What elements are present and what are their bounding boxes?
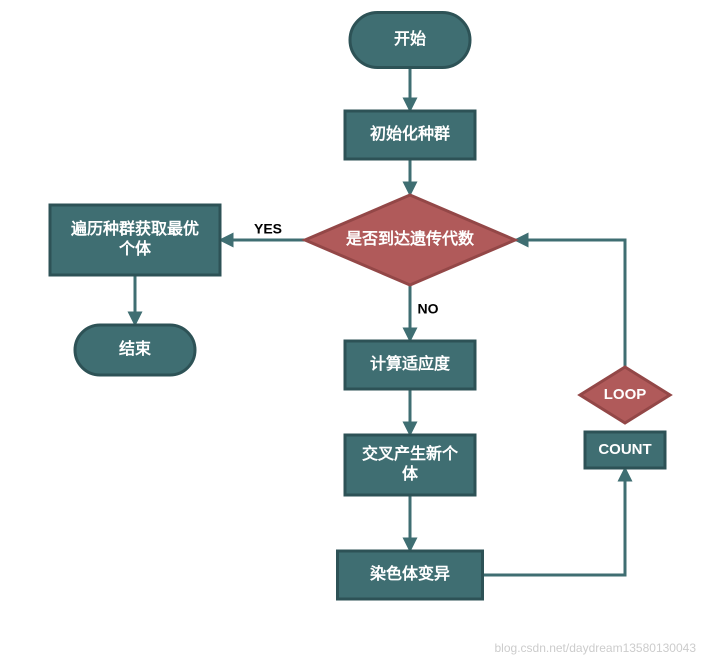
node-crossover-label-0: 交叉产生新个 xyxy=(362,444,459,463)
node-start: 开始 xyxy=(350,13,470,68)
node-loop: LOOP xyxy=(580,367,670,423)
flowchart-canvas: NO YES 开始初始化种群是否到达遗传代数 遍历种群获取最优个体结束计算适应度交叉产… xyxy=(0,0,708,662)
edge-mutation-count xyxy=(482,468,625,575)
node-end-label: 结束 xyxy=(118,339,152,358)
node-best: 遍历种群获取最优个体 xyxy=(50,205,220,275)
node-count: COUNT xyxy=(585,432,665,468)
node-crossover: 交叉产生新个体 xyxy=(345,435,475,495)
node-loop-label: LOOP xyxy=(604,386,647,403)
edge-loop-decision xyxy=(515,240,625,367)
watermark-text: blog.csdn.net/daydream13580130043 xyxy=(495,641,697,655)
node-mutation: 染色体变异 xyxy=(338,551,483,599)
node-decision-label: 是否到达遗传代数 xyxy=(345,229,475,248)
node-fitness-label: 计算适应度 xyxy=(370,354,451,373)
edge-label-yes: YES xyxy=(254,221,282,237)
node-best-label-0: 遍历种群获取最优 xyxy=(70,219,199,238)
node-end: 结束 xyxy=(75,325,195,375)
node-crossover-label-1: 体 xyxy=(402,464,419,483)
node-decision: 是否到达遗传代数 xyxy=(305,195,515,285)
node-count-label: COUNT xyxy=(598,441,651,458)
node-start-label: 开始 xyxy=(394,29,426,48)
node-best-label-1: 个体 xyxy=(118,239,152,258)
edge-label-no: NO xyxy=(418,301,439,317)
nodes-group: 开始初始化种群是否到达遗传代数 遍历种群获取最优个体结束计算适应度交叉产生新个体染… xyxy=(50,13,670,600)
node-init-label: 初始化种群 xyxy=(370,124,450,143)
node-mutation-label: 染色体变异 xyxy=(369,564,450,583)
node-init: 初始化种群 xyxy=(345,111,475,159)
node-fitness: 计算适应度 xyxy=(345,341,475,389)
